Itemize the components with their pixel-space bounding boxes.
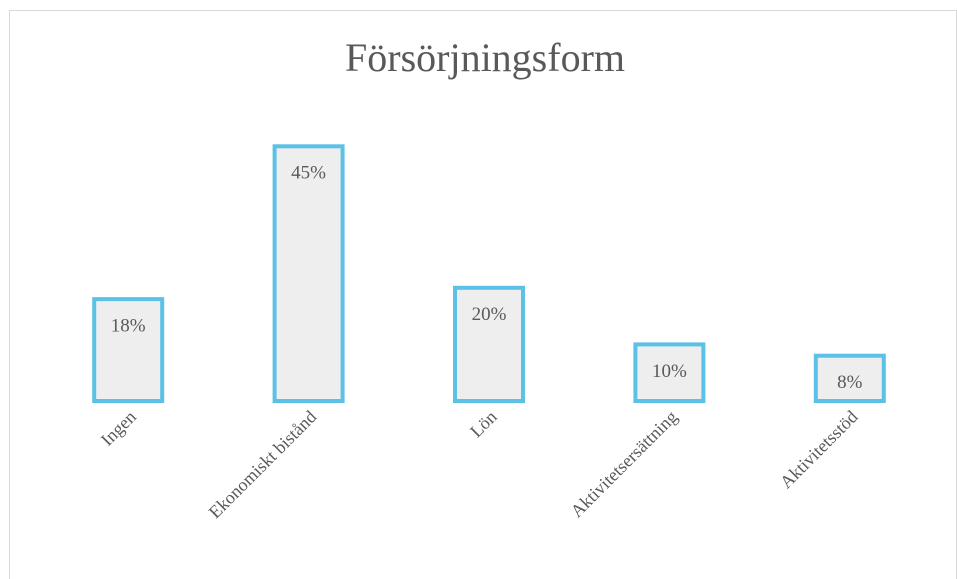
- bar: [92, 297, 165, 403]
- data-label: 20%: [472, 304, 507, 325]
- data-label: 45%: [291, 163, 326, 184]
- data-label: 8%: [837, 372, 863, 393]
- bar: [633, 342, 706, 403]
- bar: [813, 353, 886, 403]
- bar: [272, 144, 345, 403]
- bar: [453, 285, 525, 403]
- data-label: 18%: [111, 315, 146, 336]
- data-label: 10%: [652, 361, 687, 382]
- chart-title: Försörjningsform: [345, 35, 625, 80]
